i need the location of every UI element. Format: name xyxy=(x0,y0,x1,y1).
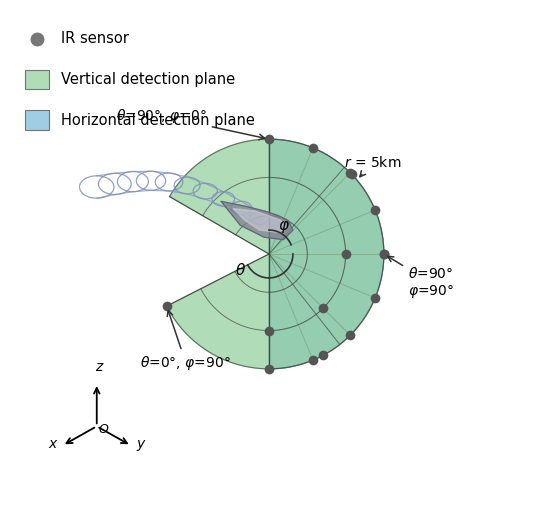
Polygon shape xyxy=(167,139,384,369)
Text: x: x xyxy=(48,437,57,451)
Text: z: z xyxy=(96,360,103,374)
Text: Vertical detection plane: Vertical detection plane xyxy=(61,72,235,87)
Text: O: O xyxy=(99,424,109,436)
Text: $r$ = 5km: $r$ = 5km xyxy=(344,154,401,177)
Text: φ: φ xyxy=(278,218,288,233)
Text: Horizontal detection plane: Horizontal detection plane xyxy=(61,112,255,128)
Text: y: y xyxy=(136,437,145,451)
Text: $\theta$=0°, $\varphi$=90°: $\theta$=0°, $\varphi$=90° xyxy=(140,310,231,372)
Polygon shape xyxy=(221,201,293,240)
Bar xyxy=(25,110,49,130)
Text: $\theta$=90°
$\varphi$=90°: $\theta$=90° $\varphi$=90° xyxy=(388,257,454,300)
Text: θ: θ xyxy=(235,263,245,278)
Polygon shape xyxy=(269,139,384,369)
Polygon shape xyxy=(233,209,286,233)
Text: $\theta$=90°, $\varphi$=0°: $\theta$=90°, $\varphi$=0° xyxy=(116,107,265,140)
Text: IR sensor: IR sensor xyxy=(61,31,129,46)
Bar xyxy=(25,70,49,89)
